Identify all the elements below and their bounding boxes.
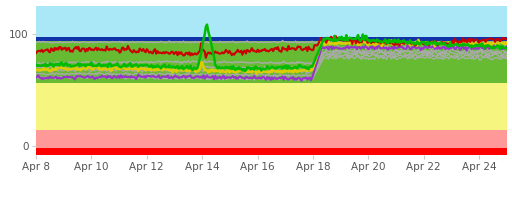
Bar <box>36 41 507 83</box>
Bar <box>36 83 507 130</box>
Bar <box>36 130 507 148</box>
Bar <box>36 148 507 155</box>
Bar <box>36 6 507 37</box>
Bar <box>36 37 507 41</box>
